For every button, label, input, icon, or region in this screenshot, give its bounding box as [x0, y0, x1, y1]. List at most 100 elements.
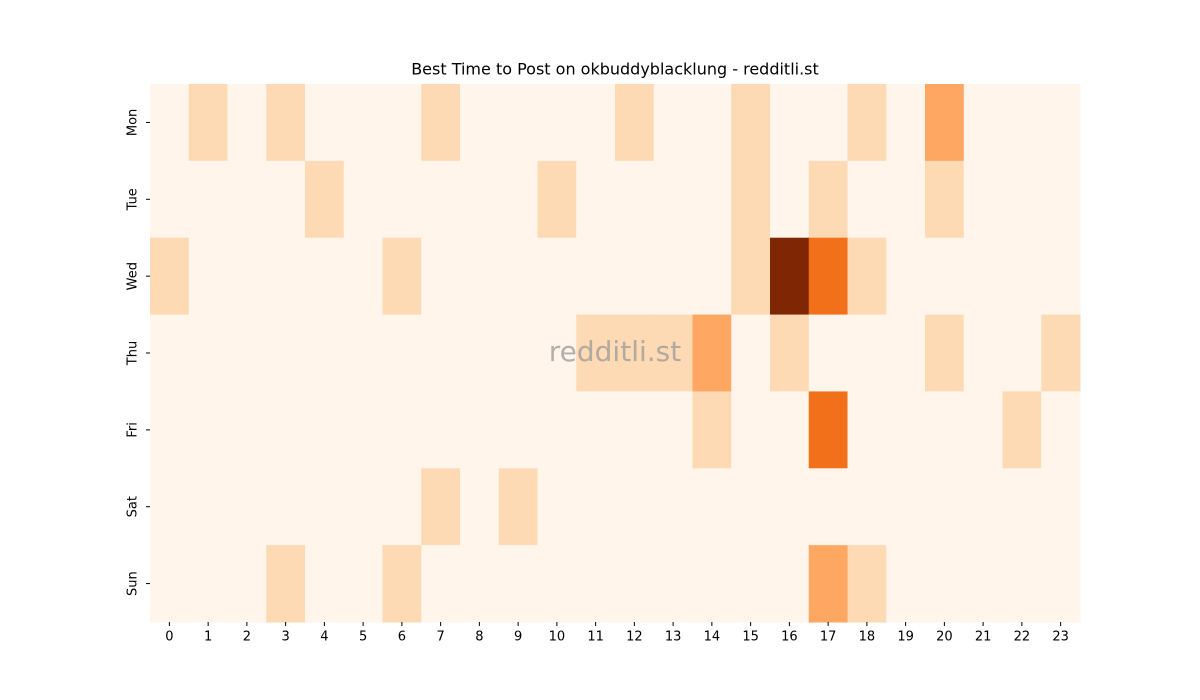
heatmap-cell — [460, 468, 500, 546]
heatmap-cell — [925, 84, 965, 162]
heatmap-cell — [498, 391, 538, 469]
heatmap-cell — [266, 160, 306, 239]
heatmap-cell — [653, 545, 693, 623]
heatmap-cell — [188, 160, 228, 239]
x-tick-label: 17 — [820, 630, 837, 645]
heatmap-cell — [537, 545, 577, 623]
heatmap-cell — [731, 84, 771, 162]
heatmap-cell — [460, 84, 500, 162]
heatmap-cell — [731, 237, 771, 316]
heatmap-cell — [537, 314, 577, 392]
heatmap-cell — [266, 545, 306, 623]
heatmap-cell — [382, 468, 422, 546]
heatmap-cell — [615, 237, 655, 316]
heatmap-cell — [498, 160, 538, 239]
heatmap-cell — [576, 160, 616, 239]
heatmap-cell — [382, 237, 422, 316]
heatmap-cell — [498, 545, 538, 623]
heatmap-cell — [615, 545, 655, 623]
heatmap-cell — [653, 237, 693, 316]
x-tick-label: 21 — [975, 630, 992, 645]
heatmap-cell — [150, 160, 190, 239]
heatmap-cell — [770, 237, 810, 316]
heatmap-cell — [460, 314, 500, 392]
heatmap-cell — [305, 237, 345, 316]
heatmap-cell — [343, 391, 383, 469]
heatmap-cell — [653, 160, 693, 239]
heatmap-cell — [150, 468, 190, 546]
heatmap-cell — [847, 468, 887, 546]
x-tick-label: 19 — [897, 630, 914, 645]
heatmap-cell — [576, 314, 616, 392]
heatmap-cell — [576, 468, 616, 546]
x-tick-label: 0 — [165, 630, 173, 645]
heatmap-cell — [770, 391, 810, 469]
x-tick-label: 18 — [859, 630, 876, 645]
heatmap-cell — [343, 160, 383, 239]
y-tick-label: Wed — [126, 262, 141, 290]
heatmap-cell — [653, 391, 693, 469]
heatmap-cell — [692, 545, 732, 623]
heatmap-cell — [963, 314, 1003, 392]
heatmap-cell — [460, 391, 500, 469]
heatmap-cell — [692, 391, 732, 469]
x-tick-label: 23 — [1052, 630, 1069, 645]
y-tick-label: Tue — [126, 188, 141, 211]
heatmap-cells — [150, 84, 1081, 623]
heatmap-cell — [615, 314, 655, 392]
heatmap-cell — [537, 237, 577, 316]
heatmap-cell — [227, 160, 267, 239]
heatmap-cell — [731, 468, 771, 546]
heatmap-cell — [421, 314, 461, 392]
heatmap-cell — [808, 314, 848, 392]
heatmap-cell — [770, 314, 810, 392]
heatmap-cell — [1041, 545, 1081, 623]
heatmap-cell — [421, 84, 461, 162]
heatmap-cell — [150, 391, 190, 469]
heatmap-cell — [692, 160, 732, 239]
heatmap-cell — [731, 314, 771, 392]
heatmap-cell — [731, 545, 771, 623]
x-tick-label: 4 — [320, 630, 328, 645]
heatmap-cell — [382, 391, 422, 469]
y-tick-label: Thu — [126, 341, 141, 366]
heatmap-cell — [382, 84, 422, 162]
heatmap-cell — [421, 160, 461, 239]
heatmap-cell — [305, 84, 345, 162]
heatmap-cell — [1041, 160, 1081, 239]
heatmap-cell — [1002, 314, 1042, 392]
heatmap-cell — [343, 545, 383, 623]
heatmap-cell — [498, 314, 538, 392]
heatmap-cell — [498, 237, 538, 316]
heatmap-cell — [188, 84, 228, 162]
heatmap-cell — [537, 391, 577, 469]
heatmap-cell — [1002, 84, 1042, 162]
heatmap-cell — [963, 237, 1003, 316]
heatmap-cell — [653, 84, 693, 162]
x-tick-label: 22 — [1014, 630, 1031, 645]
heatmap-cell — [731, 160, 771, 239]
heatmap-cell — [1002, 468, 1042, 546]
heatmap-cell — [382, 314, 422, 392]
heatmap-cell — [925, 160, 965, 239]
heatmap-cell — [188, 545, 228, 623]
x-tick-label: 20 — [936, 630, 953, 645]
x-tick-label: 2 — [243, 630, 251, 645]
x-tick-label: 11 — [587, 630, 604, 645]
heatmap-cell — [343, 237, 383, 316]
heatmap-cell — [692, 468, 732, 546]
heatmap-cell — [1041, 468, 1081, 546]
heatmap-cell — [692, 314, 732, 392]
heatmap-cell — [963, 468, 1003, 546]
x-tick-label: 12 — [626, 630, 643, 645]
x-tick-label: 16 — [781, 630, 798, 645]
heatmap-cell — [615, 160, 655, 239]
heatmap-cell — [150, 237, 190, 316]
heatmap-cell — [1041, 84, 1081, 162]
x-tick-label: 3 — [281, 630, 289, 645]
heatmap-cell — [227, 237, 267, 316]
heatmap-cell — [731, 391, 771, 469]
heatmap-cell — [266, 391, 306, 469]
heatmap-cell — [305, 468, 345, 546]
heatmap-cell — [576, 391, 616, 469]
